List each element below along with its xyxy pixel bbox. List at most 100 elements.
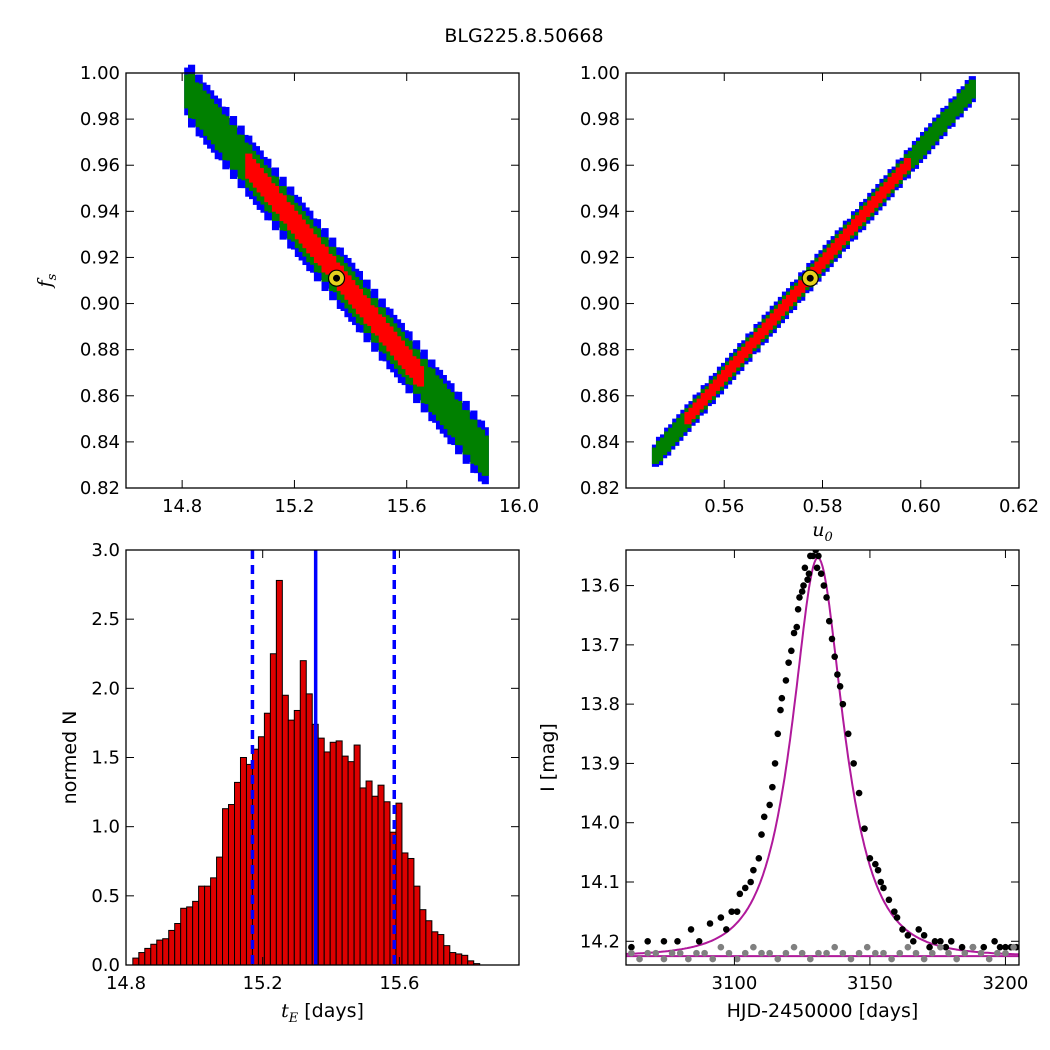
middle-contour-cell [672, 422, 680, 443]
inner-contour-cell [745, 341, 753, 354]
residual-point [636, 955, 643, 963]
photometry-point [915, 926, 923, 933]
inner-contour-cell [794, 285, 802, 297]
histogram-bar [144, 947, 152, 966]
photometry-point [728, 908, 736, 915]
residual-point [766, 949, 773, 957]
middle-contour-cell [915, 140, 924, 160]
inner-contour-cell [850, 219, 859, 232]
inner-contour-cell [287, 204, 295, 231]
residual-point [888, 955, 895, 963]
histogram-bar [383, 801, 391, 966]
y-tick-label: 1.00 [80, 63, 120, 84]
photometry-point [777, 706, 784, 714]
middle-contour-cell [668, 427, 676, 447]
y-tick-label: 0.92 [80, 247, 120, 268]
inner-contour-cell [757, 328, 765, 339]
photometry-point [758, 831, 765, 838]
inner-contour-cell [716, 374, 725, 387]
residual-point [961, 949, 969, 957]
x-tick-label: 3200 [983, 973, 1029, 994]
inner-contour-cell [696, 398, 704, 410]
figure-title: BLG225.8.50668 [444, 25, 603, 47]
axes-frame [625, 72, 1020, 489]
residual-point [685, 955, 692, 963]
photometry-point [937, 937, 944, 945]
middle-contour-cell [195, 83, 203, 128]
inner-contour-cell [753, 331, 761, 345]
residual-point [904, 943, 912, 951]
middle-contour-cell [210, 103, 219, 145]
middle-contour-cell [226, 125, 234, 161]
histogram-bar [210, 877, 218, 966]
y-tick-label: 0.82 [80, 478, 120, 499]
y-axis-label: normed N [59, 711, 81, 805]
histogram-bar [455, 953, 463, 966]
y-tick-label: 3.0 [91, 540, 120, 561]
histogram-bar [359, 787, 367, 966]
photometry-point [782, 677, 790, 684]
inner-contour-cell [781, 299, 790, 312]
middle-contour-cell [932, 121, 940, 142]
inner-contour-cell [363, 298, 371, 324]
histogram-bar [341, 755, 349, 966]
middle-contour-cell [911, 144, 920, 166]
inner-contour-cell [700, 393, 708, 406]
photometry-point [766, 801, 773, 809]
histogram-bar [263, 712, 271, 966]
histogram-bar [347, 761, 355, 966]
residual-point [717, 943, 725, 951]
x-tick-label: 3100 [712, 973, 758, 994]
y-tick-label: 0.88 [80, 340, 120, 361]
photometry-point [794, 605, 802, 613]
inner-contour-cell [846, 224, 855, 236]
inner-contour-cell [260, 173, 268, 197]
residual-point [815, 949, 822, 957]
residual-point [928, 949, 936, 957]
residual-point [896, 949, 904, 957]
residual-point [872, 949, 879, 957]
middle-contour-cell [940, 111, 948, 133]
middle-contour-cell [655, 440, 664, 462]
histogram-bar [365, 780, 373, 966]
middle-contour-cell [466, 419, 474, 455]
photometry-point [771, 760, 779, 767]
inner-contour-cell [749, 337, 757, 349]
x-tick-label: 14.8 [106, 973, 146, 994]
inner-contour-cell [371, 307, 379, 334]
x-tick-label: 0.62 [999, 496, 1039, 517]
middle-contour-cell [203, 93, 211, 136]
axes-frame [125, 549, 520, 966]
y-tick-label: 1.0 [91, 817, 120, 838]
y-tick-label: 0.84 [80, 432, 120, 453]
photometry-point [980, 943, 988, 951]
inner-contour-cell [290, 210, 299, 234]
residual-point [652, 949, 660, 957]
x-tick-label: 15.6 [387, 496, 427, 517]
histogram-bar [413, 885, 421, 966]
inner-contour-cell [891, 172, 899, 184]
residual-point [644, 949, 651, 957]
inner-contour-cell [245, 153, 253, 179]
middle-contour-cell [680, 413, 688, 433]
inner-contour-cell [867, 200, 875, 213]
photometry-point [695, 937, 703, 945]
middle-contour-cell [451, 399, 459, 438]
inner-contour-cell [378, 316, 386, 343]
x-tick-label: 15.6 [379, 973, 419, 994]
y-tick-label: 0.88 [580, 340, 620, 361]
x-axis-label: u0 [812, 519, 833, 545]
inner-contour-cell [903, 158, 911, 171]
photometry-point [687, 926, 695, 933]
inner-contour-cell [855, 215, 863, 227]
lightcurve-plot-area [626, 550, 1019, 963]
residual-point [750, 943, 757, 951]
inner-contour-cell [725, 365, 733, 378]
photometry-point [815, 552, 822, 560]
x-tick-label: 0.58 [802, 496, 842, 517]
photometry-point [836, 683, 844, 690]
y-tick-label: 1.5 [91, 748, 120, 769]
histogram-bar [228, 804, 236, 966]
residual-point [628, 949, 635, 957]
inner-contour-cell [720, 369, 729, 382]
